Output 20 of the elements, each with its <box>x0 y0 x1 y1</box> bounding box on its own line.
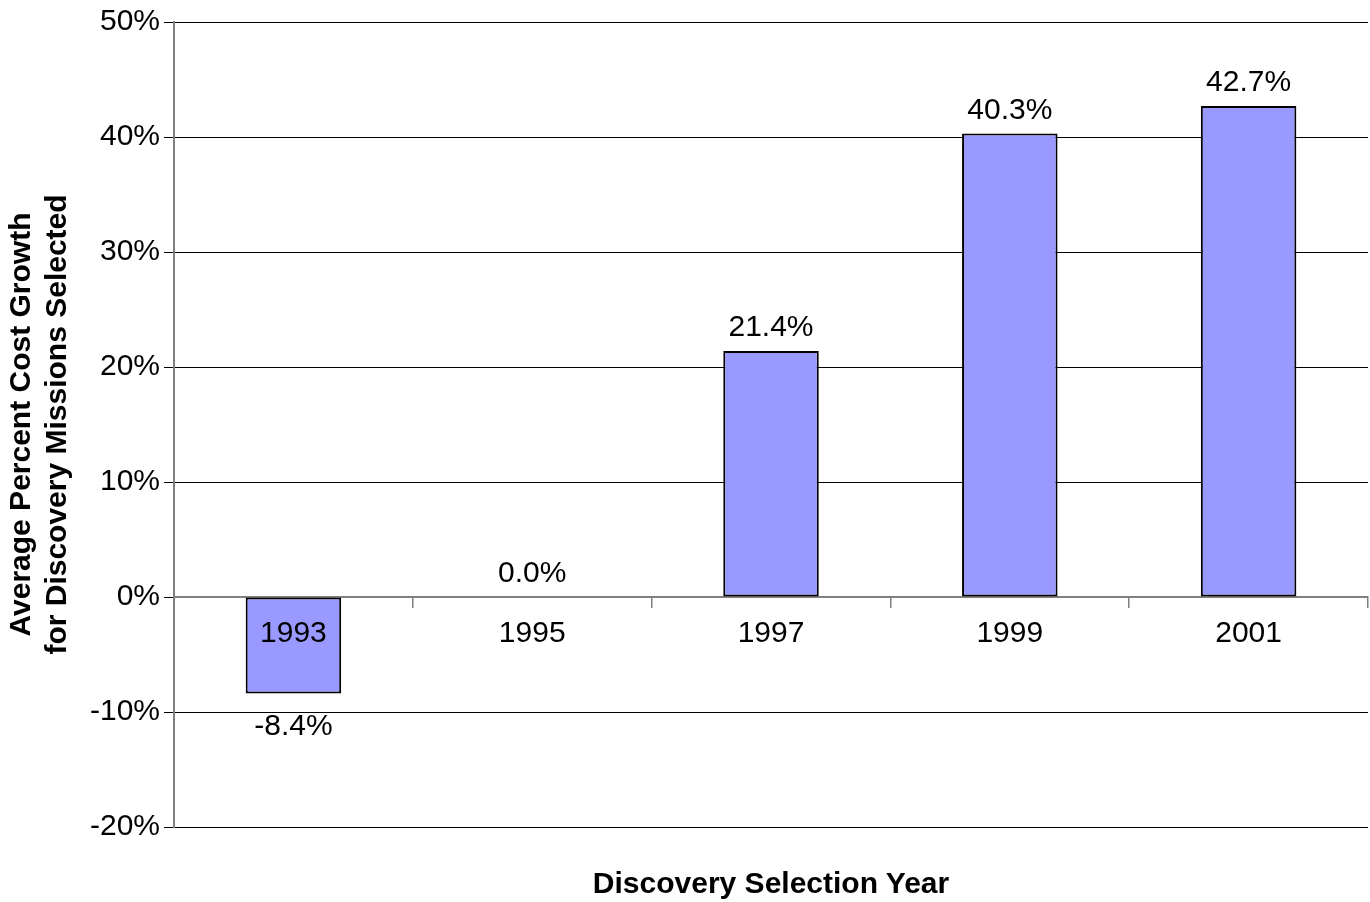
x-axis-title: Discovery Selection Year <box>592 866 950 900</box>
y-tick-label: 30% <box>99 233 161 267</box>
y-tick-label: 40% <box>99 118 161 152</box>
x-tick-label: 1997 <box>737 615 805 649</box>
y-tick-label: 10% <box>99 463 161 497</box>
y-tick-label: -10% <box>89 693 161 727</box>
data-label: 42.7% <box>1206 64 1292 98</box>
x-tick-label: 2001 <box>1215 615 1282 649</box>
x-tick-label: 1999 <box>976 615 1044 649</box>
x-tick-label: 1995 <box>498 615 566 649</box>
y-tick-label: 20% <box>99 348 161 382</box>
data-label: 0.0% <box>498 555 567 589</box>
y-tick-label: 50% <box>99 3 161 37</box>
y-tick-label: -20% <box>89 808 161 842</box>
data-label: 21.4% <box>728 309 814 343</box>
data-label: -8.4% <box>254 707 333 741</box>
y-axis-title: Average Percent Cost Growth for Discovery Missions Selected <box>3 194 73 655</box>
x-tick-label: 1993 <box>260 615 327 649</box>
data-label: 40.3% <box>967 91 1053 125</box>
y-tick-label: 0% <box>116 578 161 612</box>
